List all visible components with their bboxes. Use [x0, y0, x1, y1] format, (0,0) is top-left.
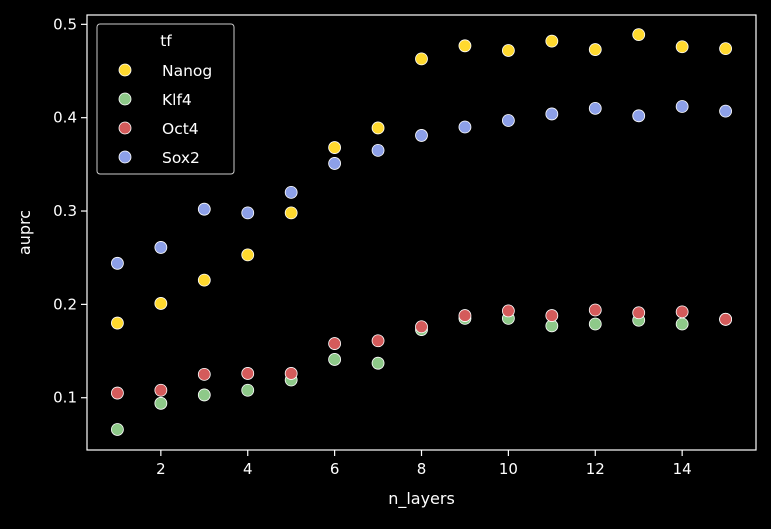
legend-label-nanog: Nanog [162, 62, 212, 80]
x-tick-label: 8 [417, 460, 427, 478]
y-tick-label: 0.3 [53, 202, 77, 220]
point-oct4 [545, 309, 559, 322]
point-nanog [501, 44, 515, 57]
legend-label-oct4: Oct4 [162, 120, 199, 138]
legend-marker-sox2 [118, 150, 132, 164]
legend-label-klf4: Klf4 [162, 91, 192, 109]
point-sox2 [545, 107, 559, 121]
point-sox2 [328, 157, 342, 170]
plot-frame [86, 14, 757, 451]
point-sox2 [415, 129, 428, 142]
point-nanog [632, 28, 646, 42]
point-klf4 [675, 317, 689, 331]
y-axis-ticks: 0.1 0.2 0.3 0.4 0.5 [53, 15, 87, 407]
point-sox2 [588, 101, 602, 115]
point-nanog [328, 141, 342, 154]
point-oct4 [284, 367, 298, 380]
legend-marker-oct4 [118, 121, 132, 135]
point-oct4 [675, 305, 689, 319]
point-sox2 [284, 185, 298, 199]
point-sox2 [241, 206, 255, 220]
point-oct4 [111, 386, 124, 400]
legend-marker-klf4 [118, 92, 132, 106]
point-sox2 [371, 143, 385, 157]
legend-label-sox2: Sox2 [162, 149, 200, 167]
point-klf4 [154, 396, 168, 410]
x-tick-label: 14 [673, 460, 692, 478]
point-klf4 [588, 317, 602, 331]
x-tick-label: 4 [243, 460, 253, 478]
point-sox2 [111, 256, 124, 270]
point-nanog [675, 40, 689, 54]
point-sox2 [632, 109, 646, 123]
x-tick-label: 6 [330, 460, 340, 478]
point-nanog [284, 206, 298, 220]
point-klf4 [241, 383, 255, 397]
legend-title: tf [160, 32, 172, 50]
point-oct4 [197, 367, 211, 381]
point-oct4 [588, 303, 602, 317]
point-oct4 [501, 304, 515, 318]
x-tick-label: 12 [586, 460, 605, 478]
point-nanog [154, 297, 168, 310]
point-oct4 [241, 367, 255, 380]
point-nanog [545, 34, 559, 48]
x-axis-label: n_layers [388, 489, 455, 509]
point-sox2 [154, 241, 168, 254]
legend-marker-nanog [118, 63, 132, 77]
point-nanog [371, 121, 385, 135]
legend: tf Nanog Klf4 Oct4 Sox2 [96, 23, 235, 175]
point-sox2 [458, 120, 472, 134]
point-oct4 [154, 383, 168, 397]
point-klf4 [371, 356, 385, 370]
point-nanog [719, 42, 732, 56]
y-tick-label: 0.5 [53, 15, 77, 33]
point-sox2 [501, 114, 515, 127]
point-oct4 [371, 334, 385, 348]
point-sox2 [719, 104, 732, 118]
data-points [111, 28, 732, 436]
y-tick-label: 0.4 [53, 109, 77, 127]
y-axis-label: auprc [15, 210, 34, 255]
x-tick-label: 10 [499, 460, 518, 478]
point-klf4 [328, 353, 342, 366]
point-klf4 [197, 388, 211, 402]
point-sox2 [197, 202, 211, 216]
legend-box [96, 23, 235, 175]
legend-items: Nanog Klf4 Oct4 Sox2 [118, 62, 212, 167]
point-klf4 [111, 423, 124, 436]
point-nanog [458, 39, 472, 53]
point-oct4 [458, 309, 472, 322]
point-oct4 [719, 312, 732, 326]
x-axis-ticks: 2 4 6 8 10 12 14 [156, 450, 692, 478]
point-nanog [111, 316, 124, 330]
point-oct4 [328, 337, 342, 350]
point-nanog [588, 43, 602, 56]
point-oct4 [632, 306, 646, 320]
x-tick-label: 2 [156, 460, 166, 478]
point-sox2 [675, 100, 689, 113]
y-tick-label: 0.2 [53, 295, 77, 313]
point-nanog [415, 52, 428, 66]
point-oct4 [415, 320, 428, 334]
point-nanog [197, 273, 211, 287]
point-nanog [241, 248, 255, 262]
y-tick-label: 0.1 [53, 389, 77, 407]
